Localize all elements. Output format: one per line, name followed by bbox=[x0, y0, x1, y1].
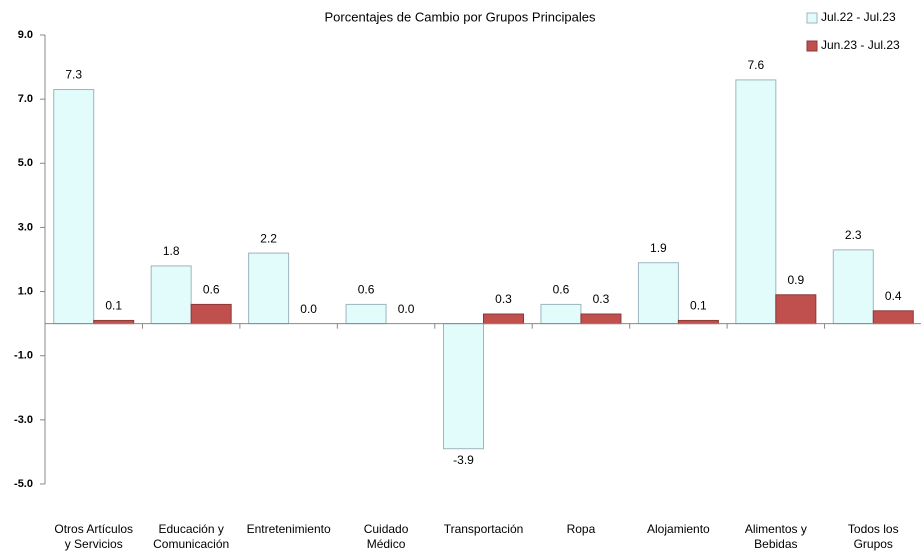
legend-label: Jun.23 - Jul.23 bbox=[821, 38, 900, 52]
value-label: 2.2 bbox=[260, 231, 277, 245]
value-label: 7.3 bbox=[65, 68, 82, 82]
chart-title: Porcentajes de Cambio por Grupos Princip… bbox=[325, 9, 596, 24]
value-label: -3.9 bbox=[453, 453, 474, 467]
x-tick-label: Entretenimiento bbox=[246, 522, 331, 536]
value-label: 0.3 bbox=[593, 292, 610, 306]
value-label: 0.6 bbox=[553, 283, 570, 297]
value-label: 0.0 bbox=[300, 302, 317, 316]
x-tick-label: Educación y Comunicación bbox=[153, 522, 230, 551]
bar bbox=[735, 79, 777, 325]
y-tick-label: -5.0 bbox=[14, 478, 33, 490]
x-tick-label: Alimentos y Bebidas bbox=[744, 522, 807, 551]
bar bbox=[443, 323, 484, 450]
value-label: 0.6 bbox=[203, 283, 220, 297]
bar bbox=[775, 294, 817, 325]
value-label: 0.0 bbox=[398, 302, 415, 316]
bar bbox=[53, 89, 95, 325]
legend-label: Jul.22 - Jul.23 bbox=[821, 10, 896, 24]
bar bbox=[580, 313, 622, 325]
y-tick-label: 3.0 bbox=[18, 221, 33, 233]
y-tick-label: 5.0 bbox=[18, 157, 33, 169]
x-tick-label: Todos los Grupos bbox=[847, 522, 899, 551]
value-label: 0.6 bbox=[358, 283, 375, 297]
x-tick-label: Cuidado Médico bbox=[363, 522, 409, 551]
y-tick-label: 9.0 bbox=[18, 29, 33, 41]
bar bbox=[345, 303, 387, 325]
bar bbox=[150, 265, 192, 325]
bar bbox=[483, 313, 524, 325]
bar bbox=[540, 303, 582, 325]
y-tick-label: -3.0 bbox=[14, 414, 33, 426]
bar bbox=[248, 252, 290, 325]
bar bbox=[832, 249, 874, 325]
x-tick-label: Alojamiento bbox=[647, 522, 710, 536]
value-label: 0.9 bbox=[787, 273, 804, 287]
value-label: 0.1 bbox=[690, 299, 707, 313]
value-label: 1.8 bbox=[163, 244, 180, 258]
legend-swatch bbox=[806, 40, 818, 52]
legend-swatch bbox=[806, 12, 818, 24]
bar bbox=[190, 303, 232, 325]
value-label: 0.1 bbox=[105, 299, 122, 313]
bar bbox=[637, 262, 679, 325]
value-label: 0.3 bbox=[495, 292, 512, 306]
y-tick-label: 1.0 bbox=[18, 285, 33, 297]
value-label: 7.6 bbox=[747, 58, 764, 72]
x-tick-label: Ropa bbox=[566, 522, 596, 536]
x-tick-label: Otros Artículos y Servicios bbox=[54, 522, 134, 551]
value-label: 1.9 bbox=[650, 241, 667, 255]
value-label: 0.4 bbox=[885, 289, 902, 303]
bar bbox=[872, 310, 914, 325]
x-tick-label: Transportación bbox=[443, 522, 524, 536]
y-tick-label: -1.0 bbox=[14, 350, 33, 362]
y-tick-label: 7.0 bbox=[18, 93, 33, 105]
value-label: 2.3 bbox=[845, 228, 862, 242]
